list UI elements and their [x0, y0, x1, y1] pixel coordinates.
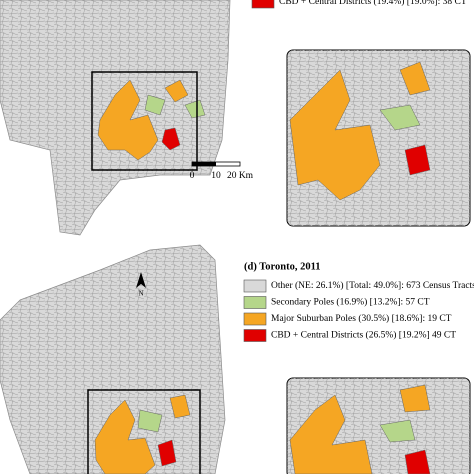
top-legend: CBD + Central Districts (19.4%) [19.0%]:…	[251, 0, 467, 9]
scale-label: 20 Km	[227, 171, 254, 181]
top-map	[0, 0, 231, 236]
legend-swatch	[251, 0, 275, 9]
top-inset-map	[287, 50, 470, 226]
legend-label: Other (NE: 26.1%) [Total: 49.0%]: 673 Ce…	[271, 280, 474, 291]
scale-bar	[191, 161, 241, 167]
bottom-map	[0, 244, 226, 474]
legend-label: CBD + Central Districts (26.5%) [19.2%] …	[271, 330, 456, 341]
legend-swatch	[243, 296, 267, 309]
legend-label: Major Suburban Poles (30.5%) [18.6%]: 19…	[271, 313, 452, 324]
legend-label: CBD + Central Districts (19.4%) [19.0%]:…	[279, 0, 467, 7]
north-arrow	[136, 272, 146, 288]
scale-label: 0	[190, 171, 195, 181]
legend-label: Secondary Poles (16.9%) [13.2%]: 57 CT	[271, 297, 430, 308]
scale-label: 10	[211, 171, 221, 181]
legend-swatch	[243, 279, 267, 293]
bottom-inset-map	[287, 378, 470, 474]
bottom-legend: Other (NE: 26.1%) [Total: 49.0%]: 673 Ce…	[243, 279, 474, 342]
north-label: N	[138, 290, 143, 298]
legend-swatch	[243, 312, 267, 326]
legend-swatch	[243, 329, 267, 342]
panel-title: (d) Toronto, 2011	[244, 261, 321, 272]
